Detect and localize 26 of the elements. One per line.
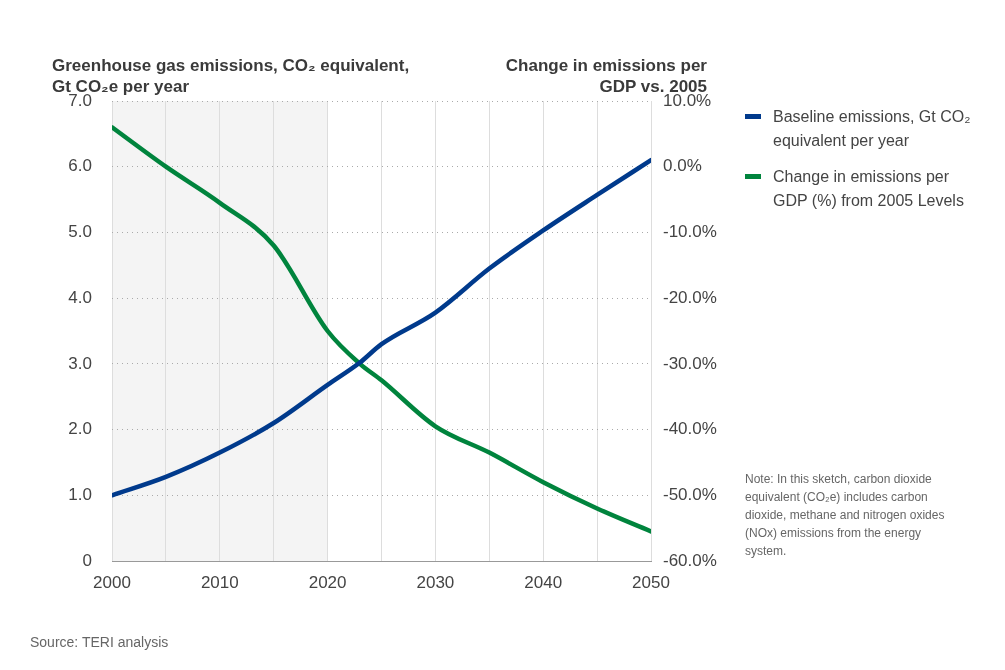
y-tick-label: 6.0 xyxy=(68,156,92,176)
line-series xyxy=(112,157,651,498)
y2-tick-label: -10.0% xyxy=(663,222,717,242)
y2-tick-label: -40.0% xyxy=(663,419,717,439)
x-tick-label: 2030 xyxy=(416,572,455,592)
legend-label: Change in emissions per GDP (%) from 2005 Levels xyxy=(773,167,965,211)
x-tick-label: 2050 xyxy=(632,572,670,592)
y2-tick-label: -60.0% xyxy=(663,550,717,570)
y2-tick-label: 0.0% xyxy=(663,156,702,176)
text: Note: In this sketch, carbon dioxide equivalent (CO₂e) includes carbon dioxide, methane and nitrogen oxides (NOx) emissions from the energy system. xyxy=(745,471,946,560)
y-tick-label: 0 xyxy=(82,550,92,570)
source-note: Source: TERI analysis xyxy=(30,634,169,650)
y-tick-label: 3.0 xyxy=(68,353,92,373)
y-tick-label: 2.0 xyxy=(68,419,92,439)
line-series xyxy=(112,125,651,534)
x-tick-label: 2010 xyxy=(200,572,239,592)
y2-tick-label: -50.0% xyxy=(663,484,717,504)
y-tick-label: 5.0 xyxy=(68,222,92,242)
y-tick-label: 1.0 xyxy=(68,484,92,504)
y2-tick-label: -20.0% xyxy=(663,287,717,307)
x-tick-label: 2020 xyxy=(308,572,347,592)
y2-tick-label: -30.0% xyxy=(663,353,717,373)
legend-label: Baseline emissions, Gt CO₂ equivalent per year xyxy=(773,107,972,151)
x-tick-label: 2040 xyxy=(524,572,563,592)
x-tick-label: 2000 xyxy=(93,572,131,592)
y-tick-label: 4.0 xyxy=(68,287,92,307)
